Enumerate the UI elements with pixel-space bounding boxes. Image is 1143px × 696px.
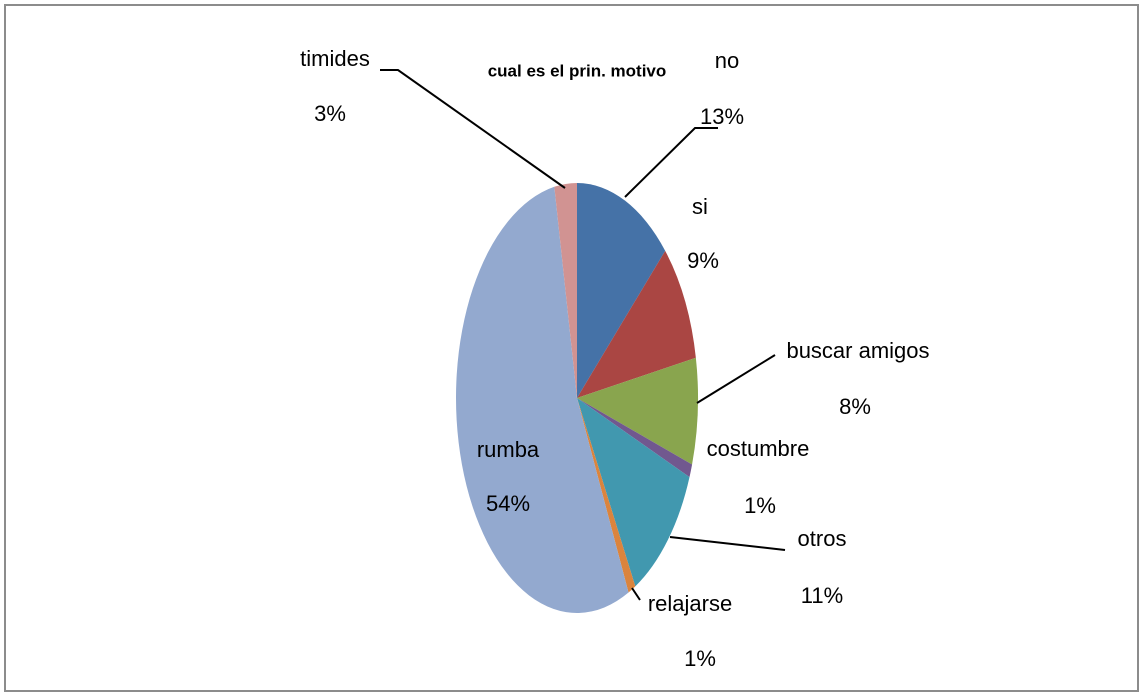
pie-slice [577,183,666,398]
slice-value-label: 54% [486,491,530,516]
pie-slice [577,398,693,478]
slice-label: relajarse [648,591,732,616]
pie-slice [554,183,577,398]
slice-label: no [715,48,739,73]
slice-label: costumbre [707,436,810,461]
pie-slice [577,398,690,587]
slice-value-label: 3% [314,101,346,126]
slice-value-label: 1% [744,493,776,518]
slice-label: timides [300,46,370,71]
slice-value-label: 9% [687,248,719,273]
leader-line [380,69,566,189]
slice-value-label: 1% [684,646,716,671]
pie-slice [577,357,698,465]
slice-label: rumba [477,437,540,462]
chart-title: cual es el prin. motivo [488,61,667,80]
leader-line [669,536,786,551]
leader-line [696,354,776,404]
slice-value-label: 13% [700,104,744,129]
leader-line [624,127,718,198]
pie-slice [577,250,696,398]
slice-value-label: 8% [839,394,871,419]
slice-label: otros [798,526,847,551]
slice-value-label: 11% [801,583,843,608]
slice-label: buscar amigos [786,338,929,363]
leader-line [631,587,641,601]
pie-slice [456,186,629,614]
slice-label: si [692,194,708,219]
pie-slice [577,398,636,593]
